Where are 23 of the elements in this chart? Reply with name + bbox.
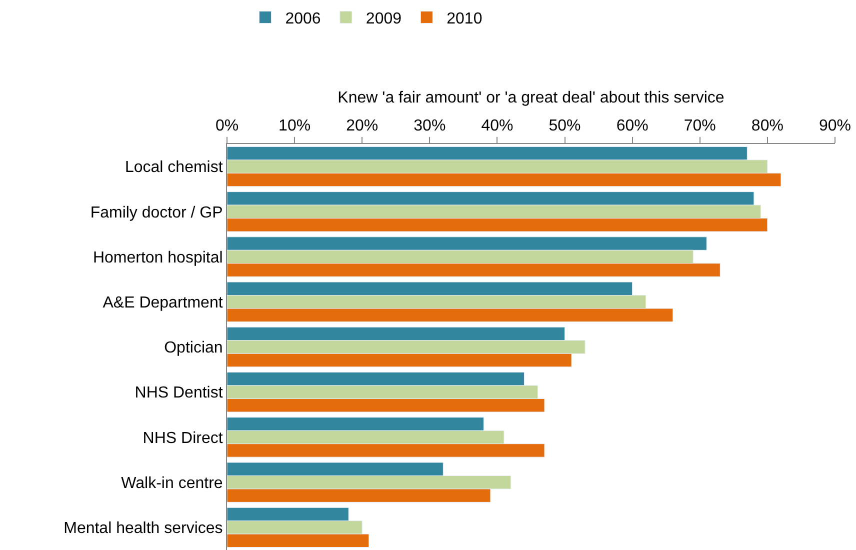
x-axis-title: Knew 'a fair amount' or 'a great deal' about this service xyxy=(338,90,724,106)
y-tick-label: Local chemist xyxy=(124,159,224,176)
x-tick-label: 70% xyxy=(684,118,716,135)
y-tick-label: Homerton hospital xyxy=(92,249,223,266)
x-tick-label: 90% xyxy=(818,118,852,135)
x-tick-label: 20% xyxy=(346,118,378,135)
x-tick-label: 60% xyxy=(616,118,648,135)
y-tick-label: NHS Direct xyxy=(142,430,224,447)
y-tick-label: Family doctor / GP xyxy=(90,204,223,222)
x-tick-label: 40% xyxy=(481,118,514,135)
y-tick-label: Optician xyxy=(164,340,223,357)
x-tick-label: 80% xyxy=(751,118,784,135)
legend-label: 2006 xyxy=(285,10,321,28)
x-tick-label: 30% xyxy=(414,118,446,135)
x-tick-label: 0% xyxy=(215,118,239,135)
y-tick-label: NHS Dentist xyxy=(134,384,224,402)
x-tick-label: 50% xyxy=(548,118,581,135)
legend-label: 2010 xyxy=(446,10,482,28)
y-tick-label: A&E Department xyxy=(102,294,224,312)
y-tick-label: Mental health services xyxy=(64,520,223,538)
y-tick-label: Walk-in centre xyxy=(121,474,223,492)
legend-label: 2009 xyxy=(366,10,402,28)
x-tick-label: 10% xyxy=(278,118,311,135)
